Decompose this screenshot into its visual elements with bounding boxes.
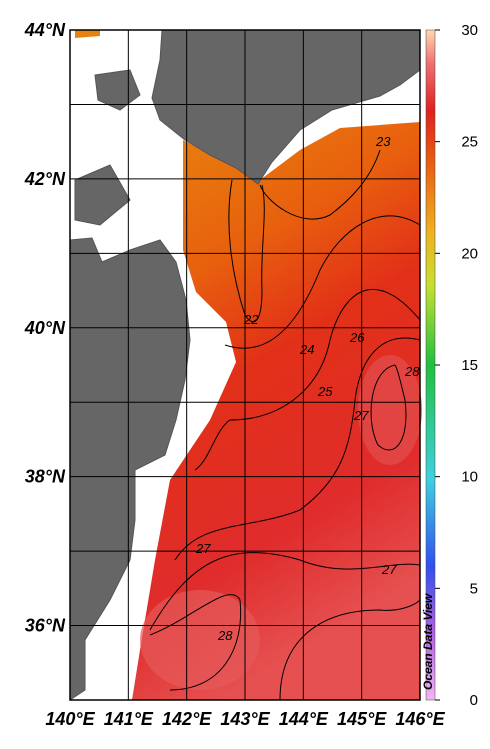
ocean-field (132, 122, 420, 700)
contour-label: 25 (317, 384, 333, 399)
contours (149, 149, 421, 701)
warm-patch (140, 590, 260, 690)
lon-label: 142°E (162, 709, 212, 729)
contour-line (174, 337, 421, 561)
contour-label: 28 (404, 364, 420, 379)
contour-label: 22 (243, 312, 259, 327)
contour-label: 27 (195, 541, 211, 556)
lat-label: 40°N (24, 318, 66, 338)
colorbar-label: 25 (461, 134, 478, 151)
lat-label: 44°N (24, 20, 66, 40)
lat-label: 36°N (25, 616, 66, 636)
lon-label: 144°E (279, 709, 329, 729)
contour-line (149, 594, 242, 691)
lon-label: 146°E (395, 709, 445, 729)
contour-label: 23 (375, 134, 391, 149)
contour-line (228, 179, 265, 323)
colorbar-label: 20 (461, 245, 478, 262)
contour-label: 27 (381, 562, 397, 577)
land (74, 164, 131, 226)
lat-label: 38°N (25, 467, 66, 487)
contour-label: 24 (299, 342, 314, 357)
contour-label: 27 (353, 408, 369, 423)
colorbar-label: 15 (461, 357, 478, 374)
contour-line (279, 599, 421, 701)
map-frame (69, 29, 421, 701)
orange-patch (75, 30, 100, 38)
lon-label: 140°E (45, 709, 95, 729)
lat-label: 42°N (24, 169, 66, 189)
land (151, 29, 421, 185)
colorbar-label: 30 (461, 22, 478, 39)
lon-label: 141°E (104, 709, 154, 729)
contour-label: 28 (217, 628, 233, 643)
land (69, 237, 191, 701)
contour-line (224, 215, 421, 349)
contour-line (259, 149, 381, 220)
contour-line (149, 552, 421, 631)
contour-line (370, 364, 407, 451)
colorbar-label: 5 (470, 580, 478, 597)
colorbar-label: 10 (461, 469, 478, 486)
warm-patch (358, 355, 422, 465)
lon-label: 143°E (220, 709, 270, 729)
credit: Ocean Data View (421, 593, 435, 690)
lon-label: 145°E (337, 709, 387, 729)
contour-label: 26 (349, 330, 365, 345)
colorbar-label: 0 (470, 692, 478, 709)
contour-line (194, 288, 421, 471)
